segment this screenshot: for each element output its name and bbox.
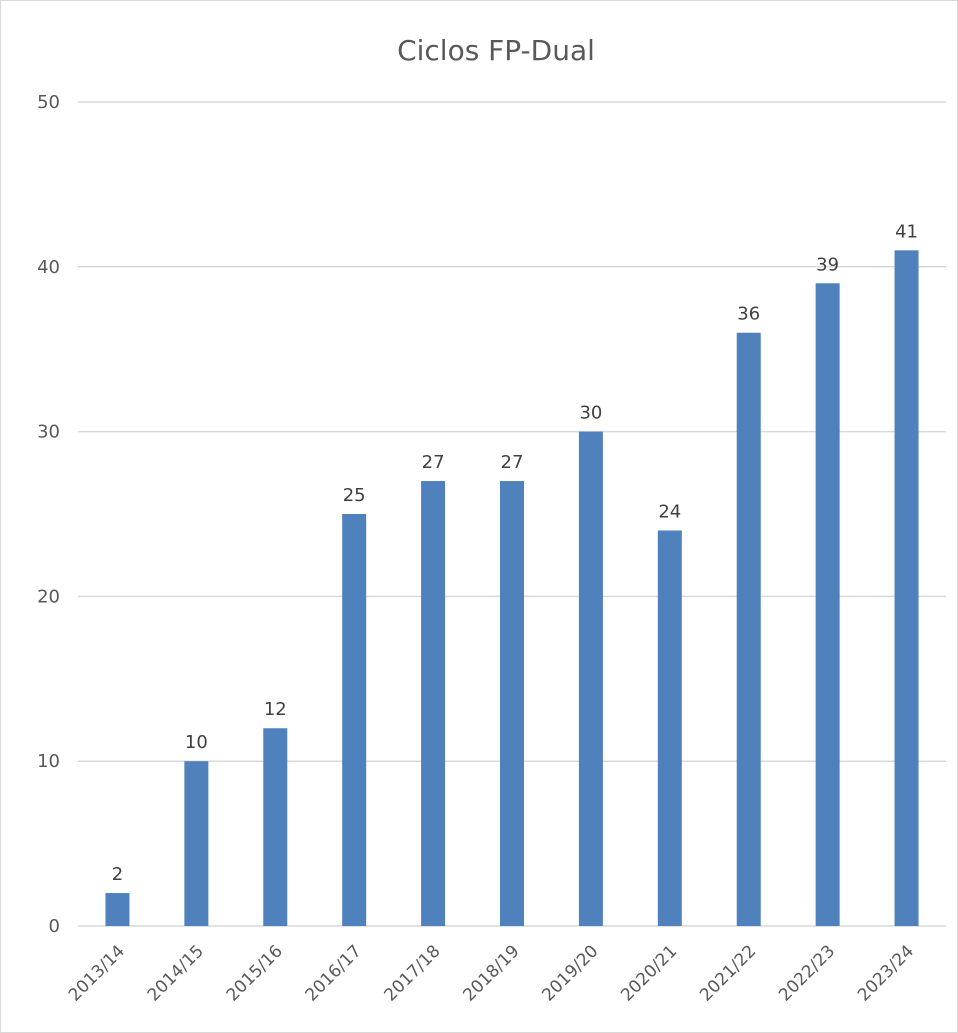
y-tick-label: 40	[37, 257, 60, 278]
x-tick-label: 2021/22	[696, 941, 760, 1005]
bars	[105, 250, 919, 927]
data-label: 24	[658, 501, 681, 522]
data-label: 25	[343, 485, 366, 506]
x-tick-label: 2018/19	[459, 941, 523, 1005]
data-label: 27	[422, 452, 445, 473]
bar-2021-22	[736, 332, 761, 927]
y-tick-label: 30	[37, 422, 60, 443]
x-tick-label: 2016/17	[302, 941, 366, 1005]
y-tick-label: 50	[37, 92, 60, 113]
data-label: 12	[264, 699, 287, 720]
x-tick-label: 2017/18	[381, 941, 445, 1005]
x-axis-tick-labels: 2013/14 2014/15 2015/16 2016/17 2017/18 2018/…	[65, 941, 918, 1005]
y-tick-label: 0	[49, 916, 60, 937]
x-tick-label: 2023/24	[854, 941, 918, 1005]
x-tick-label: 2020/21	[617, 941, 681, 1005]
x-tick-label: 2019/20	[538, 941, 602, 1005]
bar-2022-23	[815, 283, 840, 926]
bar-2019-20	[578, 431, 603, 926]
bar-2020-21	[657, 530, 682, 926]
chart-title: Ciclos FP-Dual	[397, 34, 595, 67]
data-label: 39	[816, 254, 839, 275]
y-tick-label: 10	[37, 751, 60, 772]
y-tick-label: 20	[37, 586, 60, 607]
gridlines	[78, 101, 946, 927]
bar-2023-24	[894, 250, 919, 926]
bar-2015-16	[263, 728, 288, 926]
data-label: 2	[112, 864, 123, 885]
bar-2014-15	[184, 761, 209, 926]
x-tick-label: 2022/23	[775, 941, 839, 1005]
bar-2018-19	[500, 481, 524, 926]
y-axis-tick-labels: 0 10 20 30 40 50	[37, 92, 60, 937]
data-label: 41	[895, 221, 918, 242]
data-label: 27	[501, 452, 524, 473]
data-label: 30	[579, 403, 602, 424]
x-tick-label: 2014/15	[144, 941, 208, 1005]
x-tick-label: 2013/14	[65, 941, 129, 1005]
bar-2017-18	[421, 481, 446, 926]
bar-2016-17	[342, 514, 367, 926]
data-label: 36	[737, 304, 760, 325]
bar-2013-14	[105, 893, 130, 926]
data-labels: 2 10 12 25 27 27 30 24 36 39 41	[112, 221, 918, 885]
data-label: 10	[185, 732, 208, 753]
x-tick-label: 2015/16	[223, 941, 287, 1005]
